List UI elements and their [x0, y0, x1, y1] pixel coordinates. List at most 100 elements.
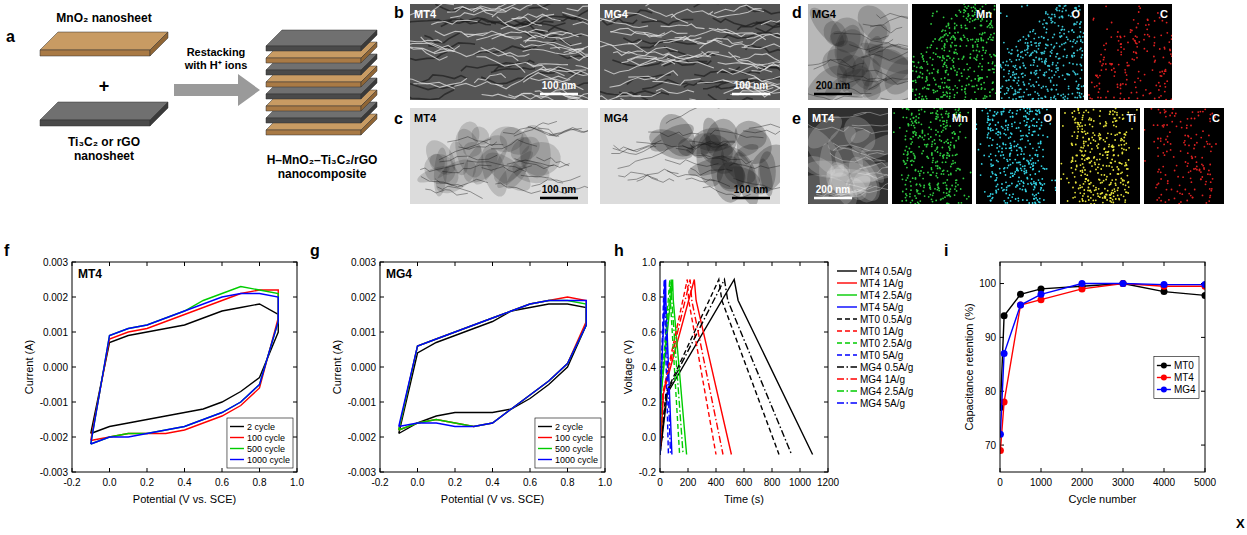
map-dot — [961, 27, 963, 29]
texture — [431, 20, 477, 24]
map-dot — [1032, 98, 1034, 100]
map-dot — [980, 84, 982, 86]
texture — [746, 45, 781, 53]
texture — [717, 66, 758, 75]
map-dot — [912, 177, 914, 179]
map-dot — [966, 38, 968, 40]
texture — [814, 60, 865, 70]
map-dot — [957, 32, 959, 34]
map-dot — [963, 12, 965, 14]
map-dot — [1018, 91, 1020, 93]
map-dot — [1042, 86, 1044, 88]
map-dot — [1035, 57, 1037, 59]
map-dot — [1025, 42, 1027, 44]
map-dot — [1036, 81, 1038, 83]
map-dot — [981, 55, 983, 57]
map-dot — [942, 29, 944, 31]
map-dot — [1089, 97, 1091, 99]
texture — [494, 60, 534, 71]
map-dot — [947, 202, 949, 204]
map-dot — [907, 157, 909, 159]
map-dot — [1010, 132, 1012, 134]
texture — [665, 160, 719, 167]
map-dot — [1022, 189, 1024, 191]
map-dot — [1079, 63, 1081, 65]
map-dot — [954, 28, 956, 30]
map-dot — [1111, 64, 1113, 66]
map-dot — [1148, 36, 1150, 38]
map-dot — [1003, 69, 1005, 71]
map-dot — [918, 117, 920, 119]
map-dot — [939, 154, 941, 156]
map-dot — [947, 74, 949, 76]
texture — [761, 18, 780, 25]
map-dot — [963, 4, 965, 5]
map-dot — [1030, 64, 1032, 66]
map-dot — [1171, 98, 1173, 100]
map-dot — [924, 87, 926, 89]
map-dot — [916, 189, 918, 191]
map-dot — [954, 32, 956, 34]
map-dot — [942, 155, 944, 157]
map-dot — [954, 133, 956, 135]
mno2-sheet — [40, 32, 168, 56]
map-dot — [1005, 80, 1007, 82]
map-dot — [938, 39, 940, 41]
map-dot — [935, 118, 937, 120]
map-dot — [1077, 73, 1079, 75]
image-label: MT4 — [414, 112, 437, 124]
map-dot — [964, 99, 966, 100]
map-dot — [963, 34, 965, 36]
map-dot — [1021, 148, 1023, 150]
map-dot — [949, 88, 951, 90]
map-dot — [906, 130, 908, 132]
map-dot — [951, 36, 953, 38]
map-dot — [1030, 41, 1032, 43]
map-dot — [1069, 62, 1071, 64]
map-dot — [959, 169, 961, 171]
map-dot — [950, 46, 952, 48]
map-dot — [932, 141, 934, 143]
map-dot — [905, 193, 907, 195]
map-dot — [970, 53, 972, 55]
map-dot — [969, 57, 971, 59]
map-dot — [1025, 54, 1027, 56]
map-dot — [956, 71, 958, 73]
map-dot — [1165, 70, 1167, 72]
map-dot — [913, 125, 915, 127]
texture — [689, 99, 737, 100]
map-dot — [942, 147, 944, 149]
texture — [869, 75, 908, 89]
map-dot — [1038, 192, 1040, 194]
texture — [702, 52, 741, 58]
map-dot — [990, 127, 992, 129]
image-label: MT4 — [812, 112, 835, 124]
map-dot — [926, 144, 928, 146]
map-dot — [942, 170, 944, 172]
map-dot — [982, 32, 984, 34]
map-dot — [1033, 60, 1035, 62]
map-dot — [1074, 97, 1076, 99]
map-dot — [992, 68, 994, 70]
map-dot — [941, 173, 943, 175]
map-dot — [937, 168, 939, 170]
map-dot — [1035, 42, 1037, 44]
map-dot — [915, 116, 917, 118]
texture — [435, 31, 488, 37]
map-dot — [989, 54, 991, 56]
map-dot — [953, 37, 955, 39]
map-dot — [976, 39, 978, 41]
map-dot — [989, 137, 991, 139]
map-dot — [1042, 156, 1044, 158]
texture — [865, 41, 908, 92]
image-background — [600, 108, 780, 204]
texture — [525, 32, 572, 43]
map-dot — [984, 95, 986, 97]
map-dot — [1018, 77, 1020, 79]
map-dot — [1033, 64, 1035, 66]
map-dot — [1078, 84, 1080, 86]
map-dot — [953, 61, 955, 63]
map-dot — [918, 96, 920, 98]
map-dot — [1044, 96, 1046, 98]
map-dot — [1154, 98, 1156, 100]
